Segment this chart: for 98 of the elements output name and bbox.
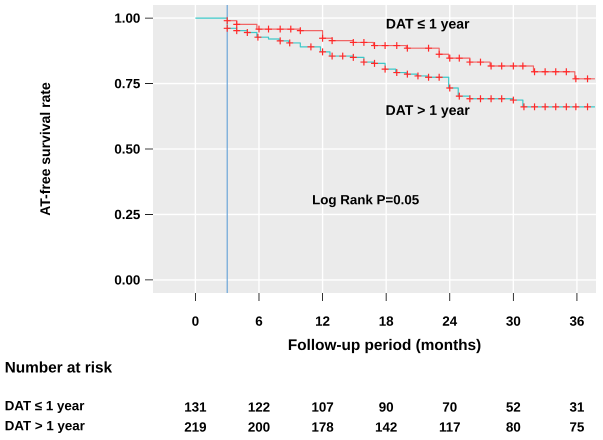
- point: [232, 20, 241, 28]
- point: [370, 42, 379, 50]
- text: 131: [185, 402, 206, 412]
- text: 80: [506, 422, 520, 432]
- point: [360, 38, 368, 47]
- point: [466, 94, 474, 103]
- point: [509, 96, 518, 104]
- point: [518, 62, 527, 70]
- y-tick-label: 0.25: [114, 210, 140, 220]
- y-tick-label: 0.75: [114, 78, 140, 88]
- text: 200: [248, 422, 270, 432]
- point: [446, 84, 454, 92]
- point: [286, 25, 295, 34]
- point: [403, 44, 412, 52]
- x-axis-title: Follow-up period (months): [288, 338, 480, 354]
- point: [583, 74, 592, 83]
- point: [254, 33, 262, 42]
- point: [264, 25, 273, 34]
- point: [583, 102, 592, 111]
- point: [562, 102, 570, 111]
- point: [338, 52, 347, 60]
- text: 178: [312, 422, 334, 432]
- text: 70: [442, 402, 457, 412]
- point: [223, 16, 232, 25]
- point: [455, 92, 464, 100]
- point: [328, 52, 336, 60]
- text: DAT > 1 year: [6, 421, 85, 433]
- text: 117: [440, 422, 460, 432]
- point: [370, 59, 379, 68]
- x-tick-label: 24: [442, 316, 458, 326]
- point: [296, 26, 304, 35]
- x-tick-label: 12: [316, 316, 330, 326]
- text: 142: [376, 422, 397, 432]
- point: [562, 68, 570, 76]
- text: 90: [379, 402, 394, 412]
- text: Number at risk: [6, 361, 112, 373]
- text: DAT ≤ 1 year: [6, 401, 84, 413]
- x-tick-label: 6: [256, 316, 262, 326]
- point: [498, 94, 506, 103]
- point: [446, 54, 454, 62]
- point: [349, 38, 358, 47]
- y-tick-label: 0.50: [114, 144, 140, 154]
- x-tick-label: 18: [380, 316, 394, 326]
- point: [306, 42, 315, 51]
- point: [276, 36, 284, 45]
- text: 75: [570, 422, 584, 432]
- point: [243, 28, 252, 37]
- point: [509, 62, 518, 70]
- point: [435, 50, 444, 58]
- text: 219: [184, 422, 206, 432]
- point: [286, 38, 294, 48]
- point: [381, 42, 390, 50]
- point: [414, 72, 422, 80]
- point: [328, 36, 336, 45]
- y-tick-label: 0.00: [114, 275, 140, 285]
- x-tick-label: 36: [570, 316, 584, 326]
- text: 107: [312, 402, 334, 412]
- point: [487, 94, 496, 103]
- point: [223, 24, 232, 32]
- point: [435, 73, 444, 82]
- y-axis-title: AT-free survival rate: [40, 82, 50, 216]
- point: [541, 68, 550, 76]
- x-tick-label: 30: [506, 316, 520, 326]
- point: [403, 70, 412, 78]
- point: [466, 58, 474, 66]
- point: [552, 68, 560, 76]
- series-label: DAT > 1 year: [386, 105, 470, 118]
- point: [381, 65, 390, 74]
- annotation: Log Rank P=0.05: [313, 194, 419, 208]
- point: [530, 68, 539, 76]
- point: [498, 62, 506, 70]
- point: [552, 102, 560, 111]
- point: [392, 68, 401, 77]
- point: [572, 102, 580, 111]
- point: [424, 73, 433, 82]
- point: [254, 25, 264, 34]
- point: [487, 62, 496, 70]
- point: [349, 53, 358, 62]
- point: [318, 34, 327, 42]
- point: [424, 44, 433, 52]
- x-tick-label: 0: [192, 316, 199, 326]
- point: [572, 74, 580, 83]
- point: [476, 58, 485, 66]
- point: [232, 26, 241, 35]
- point: [455, 54, 464, 62]
- point: [476, 94, 485, 103]
- point: [276, 25, 284, 34]
- y-tick-label: 1.00: [115, 13, 140, 23]
- point: [530, 102, 539, 111]
- series-label: DAT ≤ 1 year: [386, 18, 470, 32]
- text: 52: [506, 402, 520, 412]
- text: 122: [248, 402, 270, 412]
- text: 31: [570, 402, 584, 412]
- point: [520, 102, 528, 111]
- point: [541, 102, 550, 111]
- point: [318, 48, 327, 56]
- point: [360, 58, 368, 66]
- point: [392, 42, 401, 50]
